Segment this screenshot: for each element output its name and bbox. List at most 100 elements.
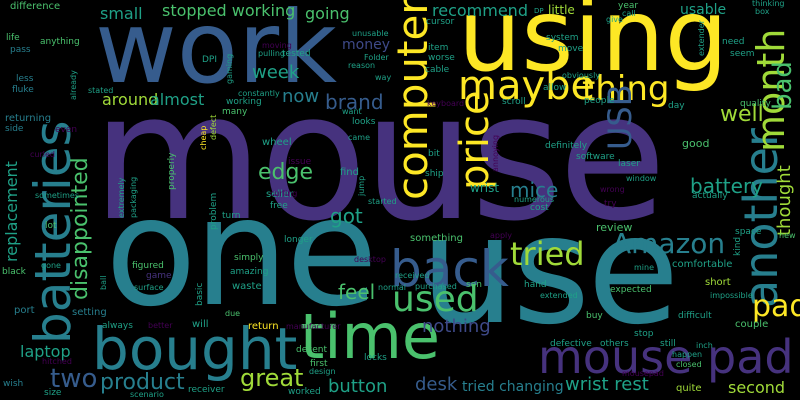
word-year: year: [618, 1, 639, 11]
word-usb: USB: [601, 84, 639, 150]
word-hand: hand: [524, 280, 547, 290]
word-looks: looks: [352, 117, 376, 127]
word-started: started: [368, 197, 397, 206]
word-around: around: [102, 90, 159, 109]
word-nothing: nothing: [422, 316, 491, 337]
word-pad: pad: [752, 289, 800, 324]
word-problem: problem: [209, 192, 219, 230]
word-give: give: [606, 15, 623, 24]
word-way: way: [375, 73, 392, 82]
word-work: work: [95, 0, 337, 106]
word-got: got: [330, 204, 363, 228]
word-moving: moving: [262, 41, 292, 50]
word-product: product: [100, 370, 185, 395]
word-stated: stated: [88, 86, 114, 95]
word-little: little: [548, 3, 575, 17]
word-defect: defect: [209, 114, 218, 140]
word-pass: pass: [10, 45, 31, 55]
word-others: others: [600, 339, 629, 349]
word-quite: quite: [676, 383, 702, 394]
word-maybe: maybe: [458, 63, 596, 109]
word-difficult: difficult: [678, 311, 712, 321]
word-call: call: [622, 9, 636, 18]
word-worse: worse: [428, 53, 455, 63]
word-desktop: desktop: [354, 255, 386, 264]
word-normal: normal: [378, 283, 407, 292]
word-manufacturer: manufacturer: [286, 322, 341, 331]
word-still: still: [660, 339, 676, 349]
word-came: came: [348, 133, 371, 142]
word-almost: almost: [150, 90, 205, 109]
word-small: small: [100, 4, 143, 23]
word-space: space: [735, 227, 762, 237]
word-dpi: DPI: [202, 55, 218, 65]
word-thinking: thinking: [752, 0, 785, 8]
word-system: system: [546, 33, 579, 43]
word-mice: mice: [510, 178, 559, 202]
word-happen: happen: [672, 350, 703, 359]
word-anything: anything: [40, 37, 80, 47]
word-size: size: [44, 388, 62, 398]
word-worked: worked: [288, 387, 321, 397]
word-thing: thing: [582, 69, 670, 109]
word-one: one: [105, 166, 378, 340]
word-cheap: cheap: [199, 125, 208, 150]
word-now: now: [282, 86, 320, 107]
word-cursor: cursor: [426, 17, 455, 27]
word-usable: usable: [680, 2, 727, 18]
word-impossible: impossible: [710, 291, 753, 300]
word-mousepad: mousepad: [622, 369, 664, 378]
word-disappointed: disappointed: [68, 157, 93, 300]
word-return: return: [248, 321, 279, 332]
word-quality: quality: [740, 99, 771, 109]
word-seller: seller: [266, 189, 294, 200]
word-even: even: [55, 125, 78, 135]
word-comfortable: comfortable: [672, 259, 733, 270]
word-folder: Folder: [364, 53, 389, 62]
word-wish: wish: [3, 379, 24, 389]
word-gone: gone: [41, 261, 61, 270]
word-ship: ship: [425, 169, 444, 179]
word-setting: setting: [72, 307, 107, 318]
word-item: item: [428, 43, 449, 53]
word-thought: thought: [774, 165, 795, 236]
word-mouse-pad: mouse pad: [538, 330, 794, 384]
word-dp: DP: [534, 7, 544, 15]
word-curling: curling: [270, 189, 298, 198]
word-side: side: [5, 124, 24, 134]
word-scenario: scenario: [130, 390, 164, 399]
word-cable: cable: [425, 65, 450, 75]
word-will: will: [192, 319, 209, 330]
word-brand: brand: [325, 90, 384, 114]
word-closed: closed: [676, 360, 702, 369]
word-need: need: [722, 37, 745, 47]
word-scroll: scroll: [502, 97, 526, 107]
word-properly: properly: [167, 152, 177, 191]
word-use: use: [420, 184, 680, 358]
word-less: less: [16, 74, 34, 84]
word-figured: figured: [132, 261, 164, 271]
word-money: money: [342, 37, 390, 53]
word-stopped-working: stopped working: [162, 1, 296, 20]
word-already: already: [69, 70, 78, 100]
word-couple: couple: [735, 319, 769, 330]
word-tested: tested: [282, 49, 311, 59]
word-stop: stop: [634, 329, 654, 339]
word-laser: laser: [618, 159, 640, 169]
word-desk: desk: [415, 374, 458, 395]
word-fluke: fluke: [12, 85, 34, 95]
word-back: back: [390, 240, 509, 298]
word-numerous: numerous: [514, 195, 555, 204]
word-many: many: [222, 107, 248, 117]
word-bad: bad: [768, 61, 798, 110]
word-game: game: [146, 271, 172, 281]
word-obviously: obviously: [562, 71, 601, 80]
word-time: time: [300, 300, 441, 373]
word-wheel: wheel: [262, 137, 292, 148]
word-lot: lot: [45, 221, 57, 231]
word-find: find: [340, 167, 359, 178]
word-annoying: annoying: [491, 134, 500, 172]
word-hitched: hitched: [42, 357, 72, 366]
word-amazing: amazing: [230, 267, 269, 277]
word-keyboard: keyboard: [427, 99, 465, 108]
